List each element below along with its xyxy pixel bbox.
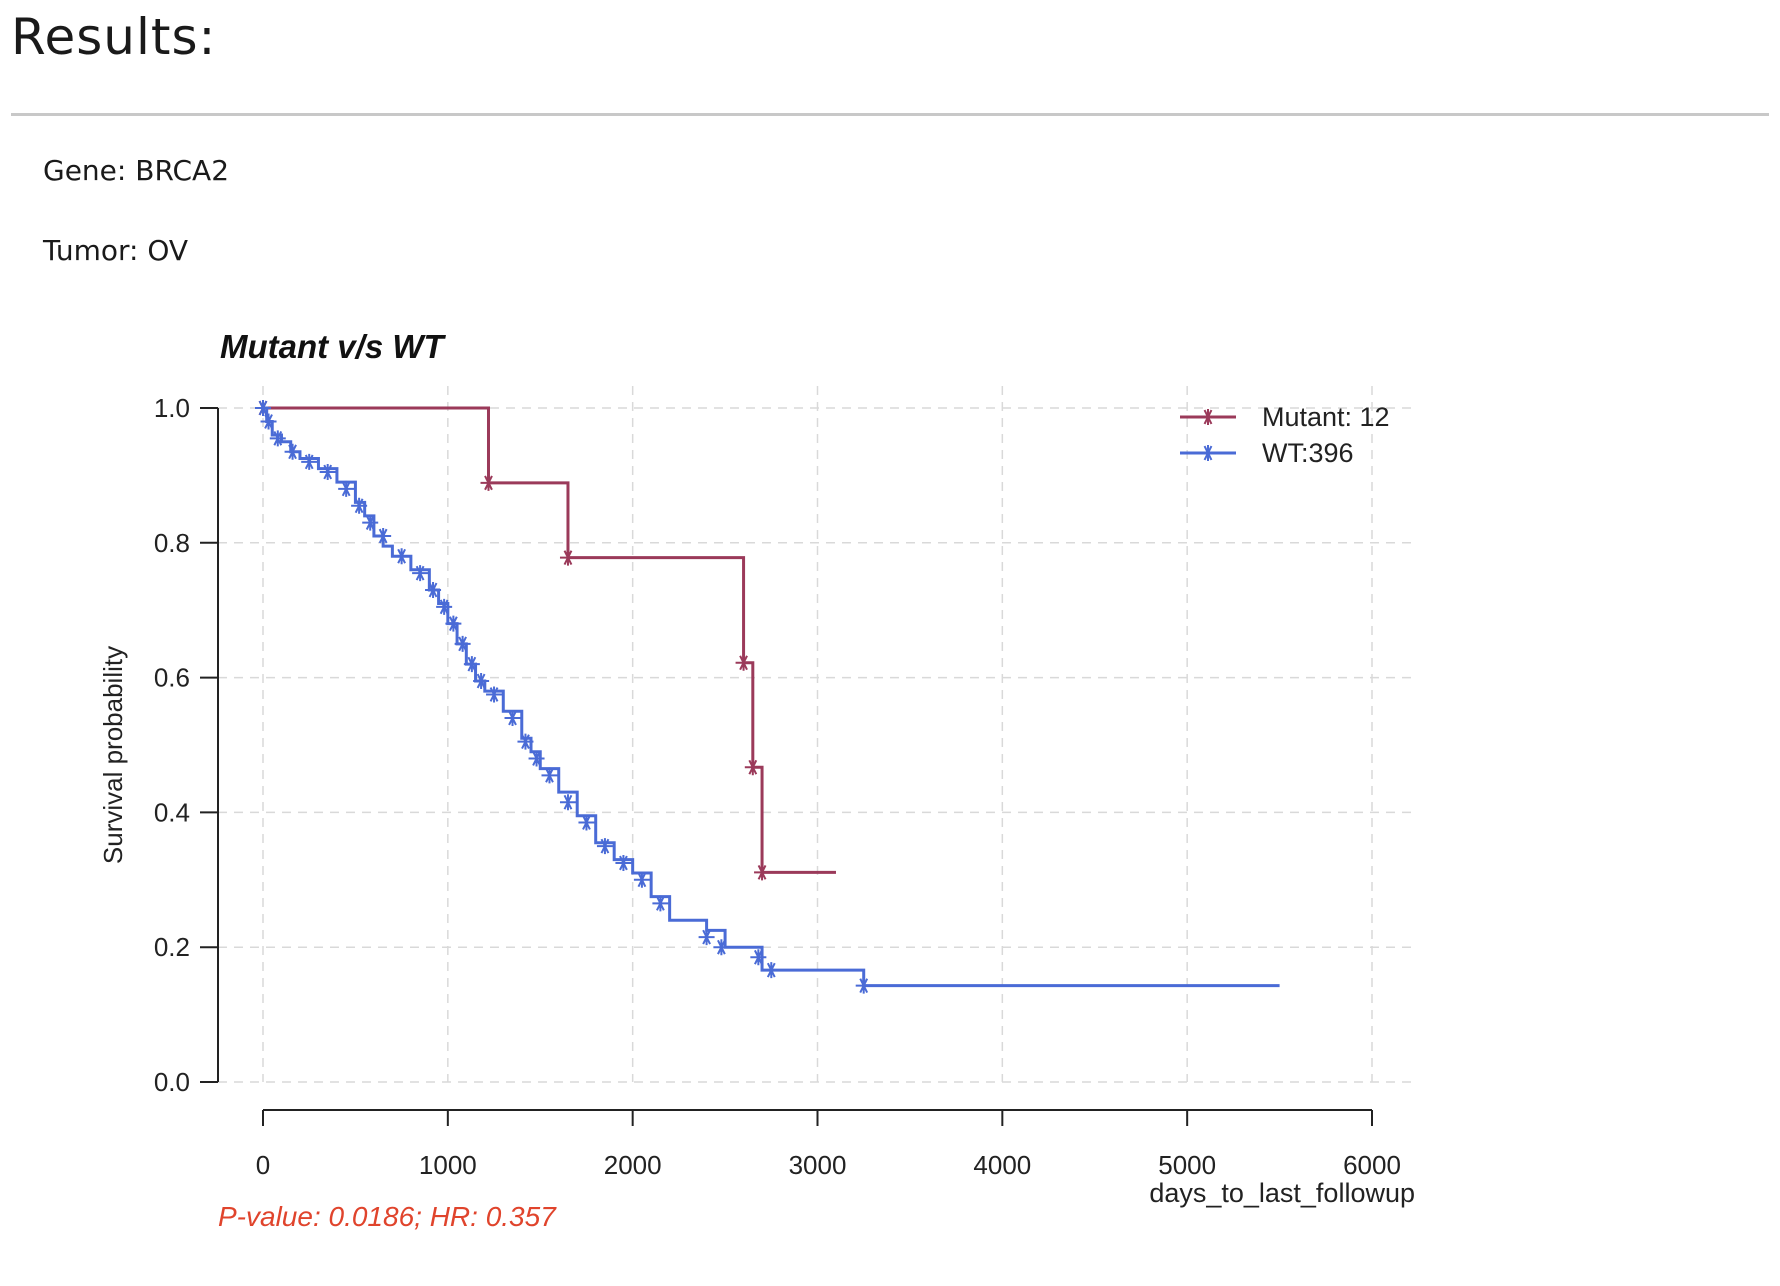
censor-mark-wt	[463, 656, 480, 673]
y-tick-label: 0.4	[154, 797, 190, 827]
legend-marker	[1200, 409, 1216, 425]
gene-label: Gene: BRCA2	[43, 154, 230, 187]
censor-mark-wt	[615, 854, 632, 871]
y-tick-label: 0.6	[154, 663, 190, 693]
censor-mark-wt	[436, 598, 453, 615]
censor-mark-wt	[375, 528, 392, 545]
x-tick-label: 1000	[419, 1150, 477, 1180]
survival-curve-mutant	[263, 406, 836, 874]
survival-chart: 0.0 0.2 0.4 0.6 0.8 1.0 0 1000 2000 3000 4000 5000 6…	[98, 328, 1417, 1232]
censor-mark-wt	[750, 949, 767, 966]
censor-mark-wt	[260, 413, 277, 430]
censor-mark-wt	[713, 939, 730, 956]
legend-label: WT:396	[1262, 438, 1354, 468]
chart-title: Mutant v/s WT	[220, 328, 446, 365]
p-value-annotation: P-value: 0.0186; HR: 0.357	[218, 1201, 557, 1232]
survival-curve-wt	[263, 406, 1280, 988]
tumor-label: Tumor: OV	[43, 234, 189, 267]
censor-mark-wt	[855, 977, 872, 994]
page-title: Results:	[11, 8, 217, 66]
censor-mark-wt	[425, 581, 442, 598]
censor-mark-wt	[301, 453, 318, 470]
y-tick-label: 0.2	[154, 932, 190, 962]
censor-mark-wt	[528, 750, 545, 767]
censor-mark-wt	[473, 672, 490, 689]
legend: Mutant: 12 WT:396	[1180, 402, 1390, 468]
x-tick-label: 5000	[1158, 1150, 1216, 1180]
legend-item-mutant: Mutant: 12	[1180, 402, 1390, 432]
header-divider	[11, 113, 1769, 116]
y-tick-label: 0.0	[154, 1067, 190, 1097]
censor-mark-wt	[393, 548, 410, 565]
legend-label: Mutant: 12	[1262, 402, 1390, 432]
series-layer	[255, 400, 1280, 994]
censor-mark-mutant	[480, 474, 497, 491]
series-mutant	[255, 400, 836, 881]
censor-mark-wt	[445, 615, 462, 632]
censor-mark-wt	[351, 497, 368, 514]
axes: 0.0 0.2 0.4 0.6 0.8 1.0 0 1000 2000 3000 4000 5000 6…	[154, 393, 1401, 1180]
censor-mark-wt	[763, 962, 780, 979]
censor-mark-wt	[362, 514, 379, 531]
y-tick-label: 0.8	[154, 528, 190, 558]
censor-mark-wt	[517, 733, 534, 750]
series-wt	[255, 400, 1280, 994]
censor-mark-wt	[559, 794, 576, 811]
x-tick-label: 4000	[973, 1150, 1031, 1180]
x-tick-label: 6000	[1343, 1150, 1401, 1180]
censor-mark-wt	[578, 814, 595, 831]
grid-lines	[218, 386, 1417, 1083]
censor-mark-wt	[412, 565, 429, 582]
censor-mark-wt	[541, 767, 558, 784]
censor-mark-mutant	[559, 549, 576, 566]
x-tick-label: 0	[256, 1150, 270, 1180]
censor-mark-wt	[269, 430, 286, 447]
censor-mark-mutant	[735, 654, 752, 671]
censor-mark-wt	[652, 895, 669, 912]
censor-mark-wt	[454, 635, 471, 652]
censor-mark-wt	[504, 710, 521, 727]
censor-mark-wt	[338, 480, 355, 497]
x-tick-label: 3000	[789, 1150, 847, 1180]
censor-mark-wt	[255, 400, 271, 416]
y-tick-label: 1.0	[154, 393, 190, 423]
x-tick-label: 2000	[604, 1150, 662, 1180]
censor-mark-wt	[633, 871, 650, 888]
censor-mark-wt	[596, 838, 613, 855]
y-axis-label: Survival probability	[98, 646, 128, 864]
x-axis-label: days_to_last_followup	[1149, 1178, 1415, 1208]
censor-mark-wt	[698, 929, 715, 946]
censor-mark-mutant	[744, 759, 761, 776]
legend-item-wt: WT:396	[1180, 438, 1354, 468]
censor-mark-wt	[486, 686, 503, 703]
legend-marker	[1200, 445, 1216, 461]
censor-mark-mutant	[754, 864, 771, 881]
censor-mark-wt	[284, 443, 301, 460]
censor-mark-wt	[319, 464, 336, 481]
